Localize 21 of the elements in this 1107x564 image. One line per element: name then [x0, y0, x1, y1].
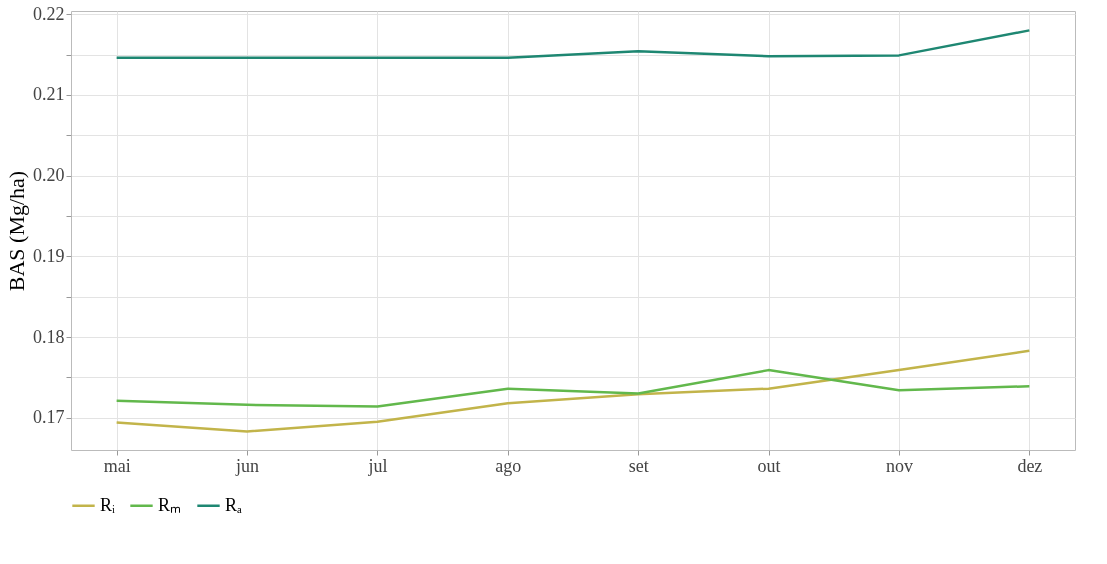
x-tick-label: set: [628, 455, 649, 476]
x-tick-label: jun: [235, 455, 260, 476]
x-tick-label: jul: [367, 455, 388, 476]
legend-label: Rₘ: [158, 494, 182, 515]
x-tick-label: mai: [103, 455, 131, 476]
line-series: [115, 349, 1031, 433]
y-tick-label: 0.21: [33, 84, 65, 105]
x-tick-label: dez: [1017, 455, 1043, 476]
x-tick-label: out: [757, 455, 781, 476]
x-tick-label: nov: [885, 455, 913, 476]
y-tick-label: 0.20: [33, 165, 65, 186]
y-tick-label: 0.22: [33, 3, 65, 24]
line-series: [115, 368, 1031, 408]
y-tick-label: 0.17: [33, 407, 65, 428]
y-tick-label: 0.19: [33, 245, 65, 266]
line-series: [115, 29, 1031, 60]
x-tick-label: ago: [495, 455, 522, 476]
y-tick-label: 0.18: [33, 326, 65, 347]
y-axis-title: BAS (Mg/ha): [4, 170, 29, 292]
legend-label: Rᵢ: [100, 494, 116, 515]
legend-label: Rₐ: [225, 494, 243, 515]
